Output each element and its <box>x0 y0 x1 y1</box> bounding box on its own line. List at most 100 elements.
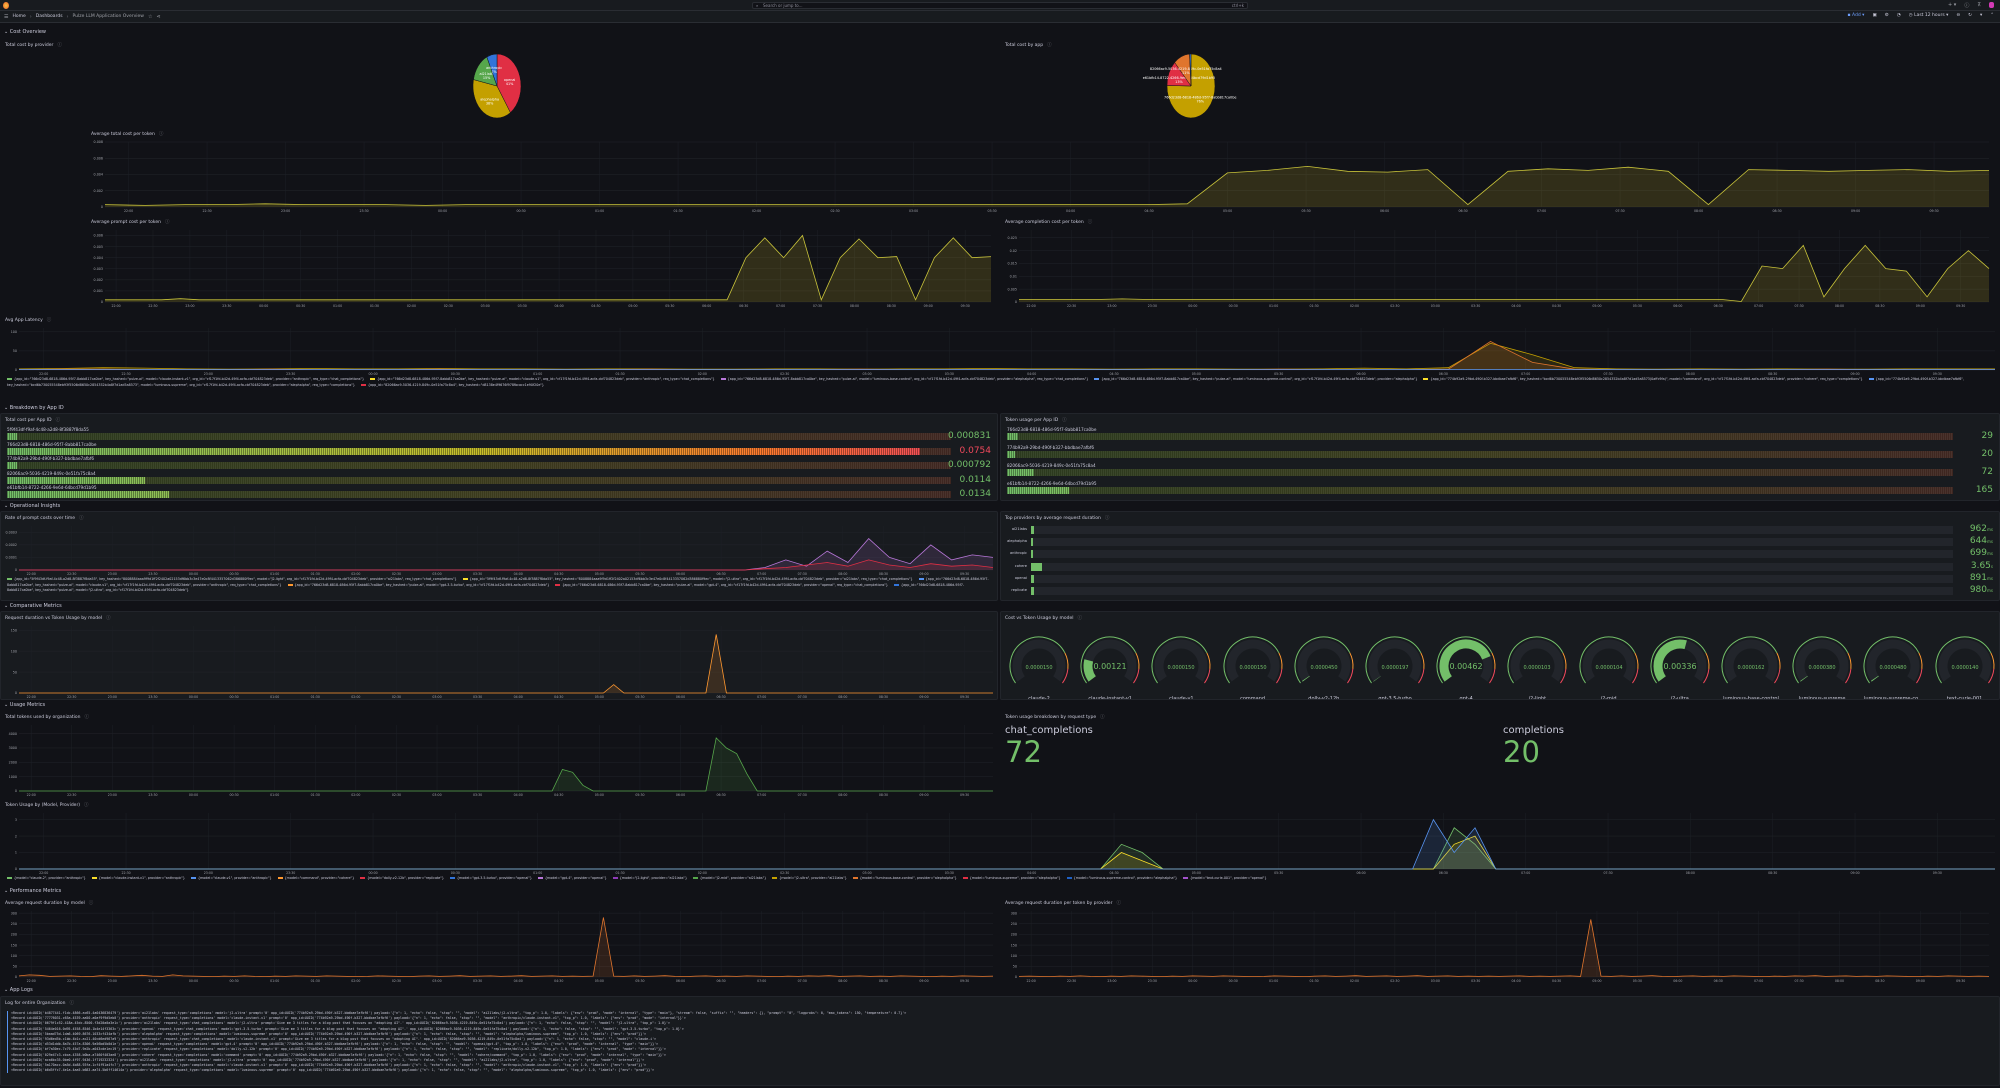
breadcrumb-home[interactable]: Home <box>12 14 26 19</box>
log-line[interactable]: <Record id=UUID('bf7a30ec-7c79-45d7-9e2b… <box>7 1047 1993 1053</box>
legend-item[interactable]: {model="j2-light", provider="ai21labs"} <box>612 876 687 880</box>
share-icon[interactable]: ⋖ <box>156 13 161 20</box>
log-line[interactable]: <Record id=UUID('b4877441-f1dc-4866-ac65… <box>7 1011 1993 1017</box>
pie-slice[interactable] <box>496 53 522 113</box>
info-icon[interactable]: ⓘ <box>69 1001 74 1006</box>
log-line[interactable]: <Record id=UUID('5464e016-0d95-4558-8546… <box>7 1026 1993 1032</box>
log-line[interactable]: <Record id=UUID('93d6ed5b-c1bb-4b1c-ac21… <box>7 1037 1993 1043</box>
info-icon[interactable]: ⓘ <box>1116 901 1121 906</box>
refresh-icon[interactable]: ↻ <box>1968 13 1972 18</box>
series-line[interactable] <box>19 559 994 571</box>
log-line[interactable]: <Record id=UUID('5a170acc-0a5d-4b88-93fa… <box>7 1063 1993 1069</box>
log-line[interactable]: <Record id=UUID('d53d1ddb-8a7b-457a-8306… <box>7 1042 1993 1048</box>
log-line[interactable]: <Record id=UUID('029e47c3-cbca-4358-b0ba… <box>7 1052 1993 1058</box>
info-icon[interactable]: ⓘ <box>88 901 94 906</box>
series-line[interactable] <box>18 340 1995 370</box>
zoom-out-icon[interactable]: ⊖ <box>1956 13 1961 18</box>
log-line[interactable]: <Record id=UUID('0679f1c52-418a-45dc-850… <box>7 1021 1993 1027</box>
info-icon[interactable]: ⓘ <box>1104 516 1110 521</box>
log-line[interactable]: <Record id=UUID('77776031-c65a-4539-aa50… <box>7 1016 1993 1022</box>
clock-icon[interactable]: ◔ <box>1896 13 1901 18</box>
info-icon[interactable]: ⓘ <box>164 220 170 225</box>
star-icon[interactable]: ☆ <box>147 13 153 20</box>
legend-item[interactable]: {app_id="766d23d8-6818-486d-95f7-8abb817… <box>370 377 715 381</box>
pie-slice[interactable] <box>472 79 511 119</box>
legend-item[interactable]: {app_id="774b92a9-29bd-490f-b327-bbdbae7… <box>1423 377 1863 381</box>
avatar[interactable] <box>1989 2 1994 8</box>
help-icon[interactable]: ⓘ <box>1964 3 1970 9</box>
legend-item[interactable]: {model="claude-instant-v1", provider="an… <box>91 876 185 880</box>
series-line[interactable] <box>19 818 1995 870</box>
series-line[interactable] <box>18 917 994 978</box>
legend-item[interactable]: {app_id="766d23d8-6818-486d-95f7-8abb817… <box>287 583 549 587</box>
legend-item[interactable]: {model="claude-2", provider="anthropic"} <box>7 876 86 880</box>
save-icon[interactable]: ▣ <box>1872 13 1877 18</box>
legend-item[interactable]: {app_id="766d23d8-6818-486d-95f7-8abb817… <box>7 377 364 381</box>
legend-item[interactable]: {model="j2-mid", provider="ai21labs"} <box>693 876 766 880</box>
info-icon[interactable]: ⓘ <box>79 516 84 521</box>
breadcrumb-dashboards[interactable]: Dashboards <box>35 14 63 19</box>
legend-item[interactable]: {model="command", provider="cohere"} <box>277 876 354 880</box>
legend-item[interactable]: {app_id="766d23d8-6818-486d-95f7-8abb817… <box>555 583 888 587</box>
log-line[interactable]: <Record id=UUID('b6d5ffc7-4e1a-4aa5-b683… <box>7 1068 1993 1074</box>
log-list[interactable]: <Record id=UUID('b4877441-f1dc-4866-ac65… <box>7 1011 1993 1074</box>
menu-icon[interactable]: ☰ <box>4 13 9 20</box>
info-icon[interactable]: ⓘ <box>158 132 164 137</box>
info-icon[interactable]: ⓘ <box>1100 715 1105 720</box>
legend-item[interactable]: {app_id="774b92a9-29bd-490f-b327-bbdbae7… <box>7 377 1964 387</box>
legend-item[interactable]: {model="gpt-3.5-turbo", provider="openai… <box>449 876 532 880</box>
legend-item[interactable]: {model="j2-ultra", provider="ai21labs"} <box>772 876 847 880</box>
legend-item[interactable]: {model="luminous-supreme-control", provi… <box>1066 876 1177 880</box>
new-button[interactable]: + ▾ <box>1948 2 1957 8</box>
row-usage[interactable]: ⌄ Usage Metrics <box>4 702 46 708</box>
row-logs[interactable]: ⌄ App Logs <box>4 987 33 993</box>
info-icon[interactable]: ⓘ <box>84 715 89 720</box>
series-line[interactable] <box>105 234 992 301</box>
search-input[interactable]: ⌕ Search or jump to... ctrl+k <box>752 2 1248 9</box>
settings-icon[interactable]: ⚙ <box>1884 13 1889 18</box>
info-icon[interactable]: ⓘ <box>46 318 52 323</box>
row-operational[interactable]: ⌄ Operational Insights <box>4 503 61 509</box>
info-icon[interactable]: ⓘ <box>106 616 111 621</box>
news-icon[interactable]: ⊼ <box>1977 2 1981 8</box>
series-line[interactable] <box>1019 244 1990 302</box>
series-line[interactable] <box>18 342 1995 370</box>
collapse-icon[interactable]: ⌃ <box>1990 13 1994 18</box>
series-line[interactable] <box>104 165 1990 206</box>
legend-item[interactable]: {model="claude-v1", provider="anthropic"… <box>190 876 272 880</box>
legend-item[interactable]: {app_id="766d23d8-6818-486d-95f7-8abb817… <box>7 583 964 593</box>
legend-item[interactable]: {app_id="766d23d8-6818-486d-95f7-8abb817… <box>720 377 1088 381</box>
log-line[interactable]: <Record id=UUID('aca6bc35-0be0-4f97-9436… <box>7 1057 1993 1064</box>
info-icon[interactable]: ⓘ <box>55 418 61 423</box>
series-line[interactable] <box>19 737 993 792</box>
legend-item[interactable]: {model="luminous-supreme", provider="ale… <box>962 876 1061 880</box>
legend-item[interactable]: {app_id="766d23d8-6818-486d-95f7-8abb817… <box>7 577 989 587</box>
add-button[interactable]: ▪ Add ▾ <box>1847 13 1865 18</box>
series-line[interactable] <box>19 827 1995 870</box>
info-icon[interactable]: ⓘ <box>1087 220 1093 225</box>
pie-slice[interactable] <box>1189 53 1192 87</box>
info-icon[interactable]: ⓘ <box>84 803 89 808</box>
info-icon[interactable]: ⓘ <box>1077 616 1083 621</box>
legend-item[interactable]: {app_id="5f9f43df-f9af-4c48-a2d8-8f3887f… <box>462 577 913 581</box>
info-icon[interactable]: ⓘ <box>1047 43 1052 48</box>
row-performance[interactable]: ⌄ Performance Metrics <box>4 888 62 894</box>
row-cost-overview[interactable]: ⌄ Cost Overview <box>4 29 47 35</box>
row-comparative[interactable]: ⌄ Comparative Metrics <box>4 603 62 609</box>
legend-item[interactable]: {model="gpt-4", provider="openai"} <box>537 876 607 880</box>
refresh-interval-dropdown[interactable]: ▾ <box>1979 13 1983 18</box>
legend-item[interactable]: {model="text-curie-001", provider="opena… <box>1183 876 1267 880</box>
series-line[interactable] <box>1018 919 1990 978</box>
time-range-picker[interactable]: ◷ Last 12 hours ▾ <box>1908 13 1949 18</box>
legend-item[interactable]: {model="dolly-v2-12b", provider="replica… <box>360 876 444 880</box>
legend-item[interactable]: {model="luminous-base-control", provider… <box>852 876 957 880</box>
info-icon[interactable]: ⓘ <box>57 43 62 48</box>
legend-item[interactable]: {app_id="766d23d8-6818-486d-95f7-8abb817… <box>1094 377 1417 381</box>
row-breakdown[interactable]: ⌄ Breakdown by App ID <box>4 405 64 411</box>
series-line[interactable] <box>19 634 993 694</box>
legend-item[interactable]: {app_id="82066ac9-5036-4219-849c-0e51fa7… <box>360 383 544 387</box>
legend-item[interactable]: {app_id="5f9f43df-f9af-4c48-a2d8-8f3887f… <box>7 577 457 581</box>
log-line[interactable]: <Record id=UUID('5baad75d-1da6-4069-8676… <box>7 1031 1993 1038</box>
grafana-logo-icon[interactable] <box>3 2 9 9</box>
pie-slice[interactable] <box>486 53 498 87</box>
